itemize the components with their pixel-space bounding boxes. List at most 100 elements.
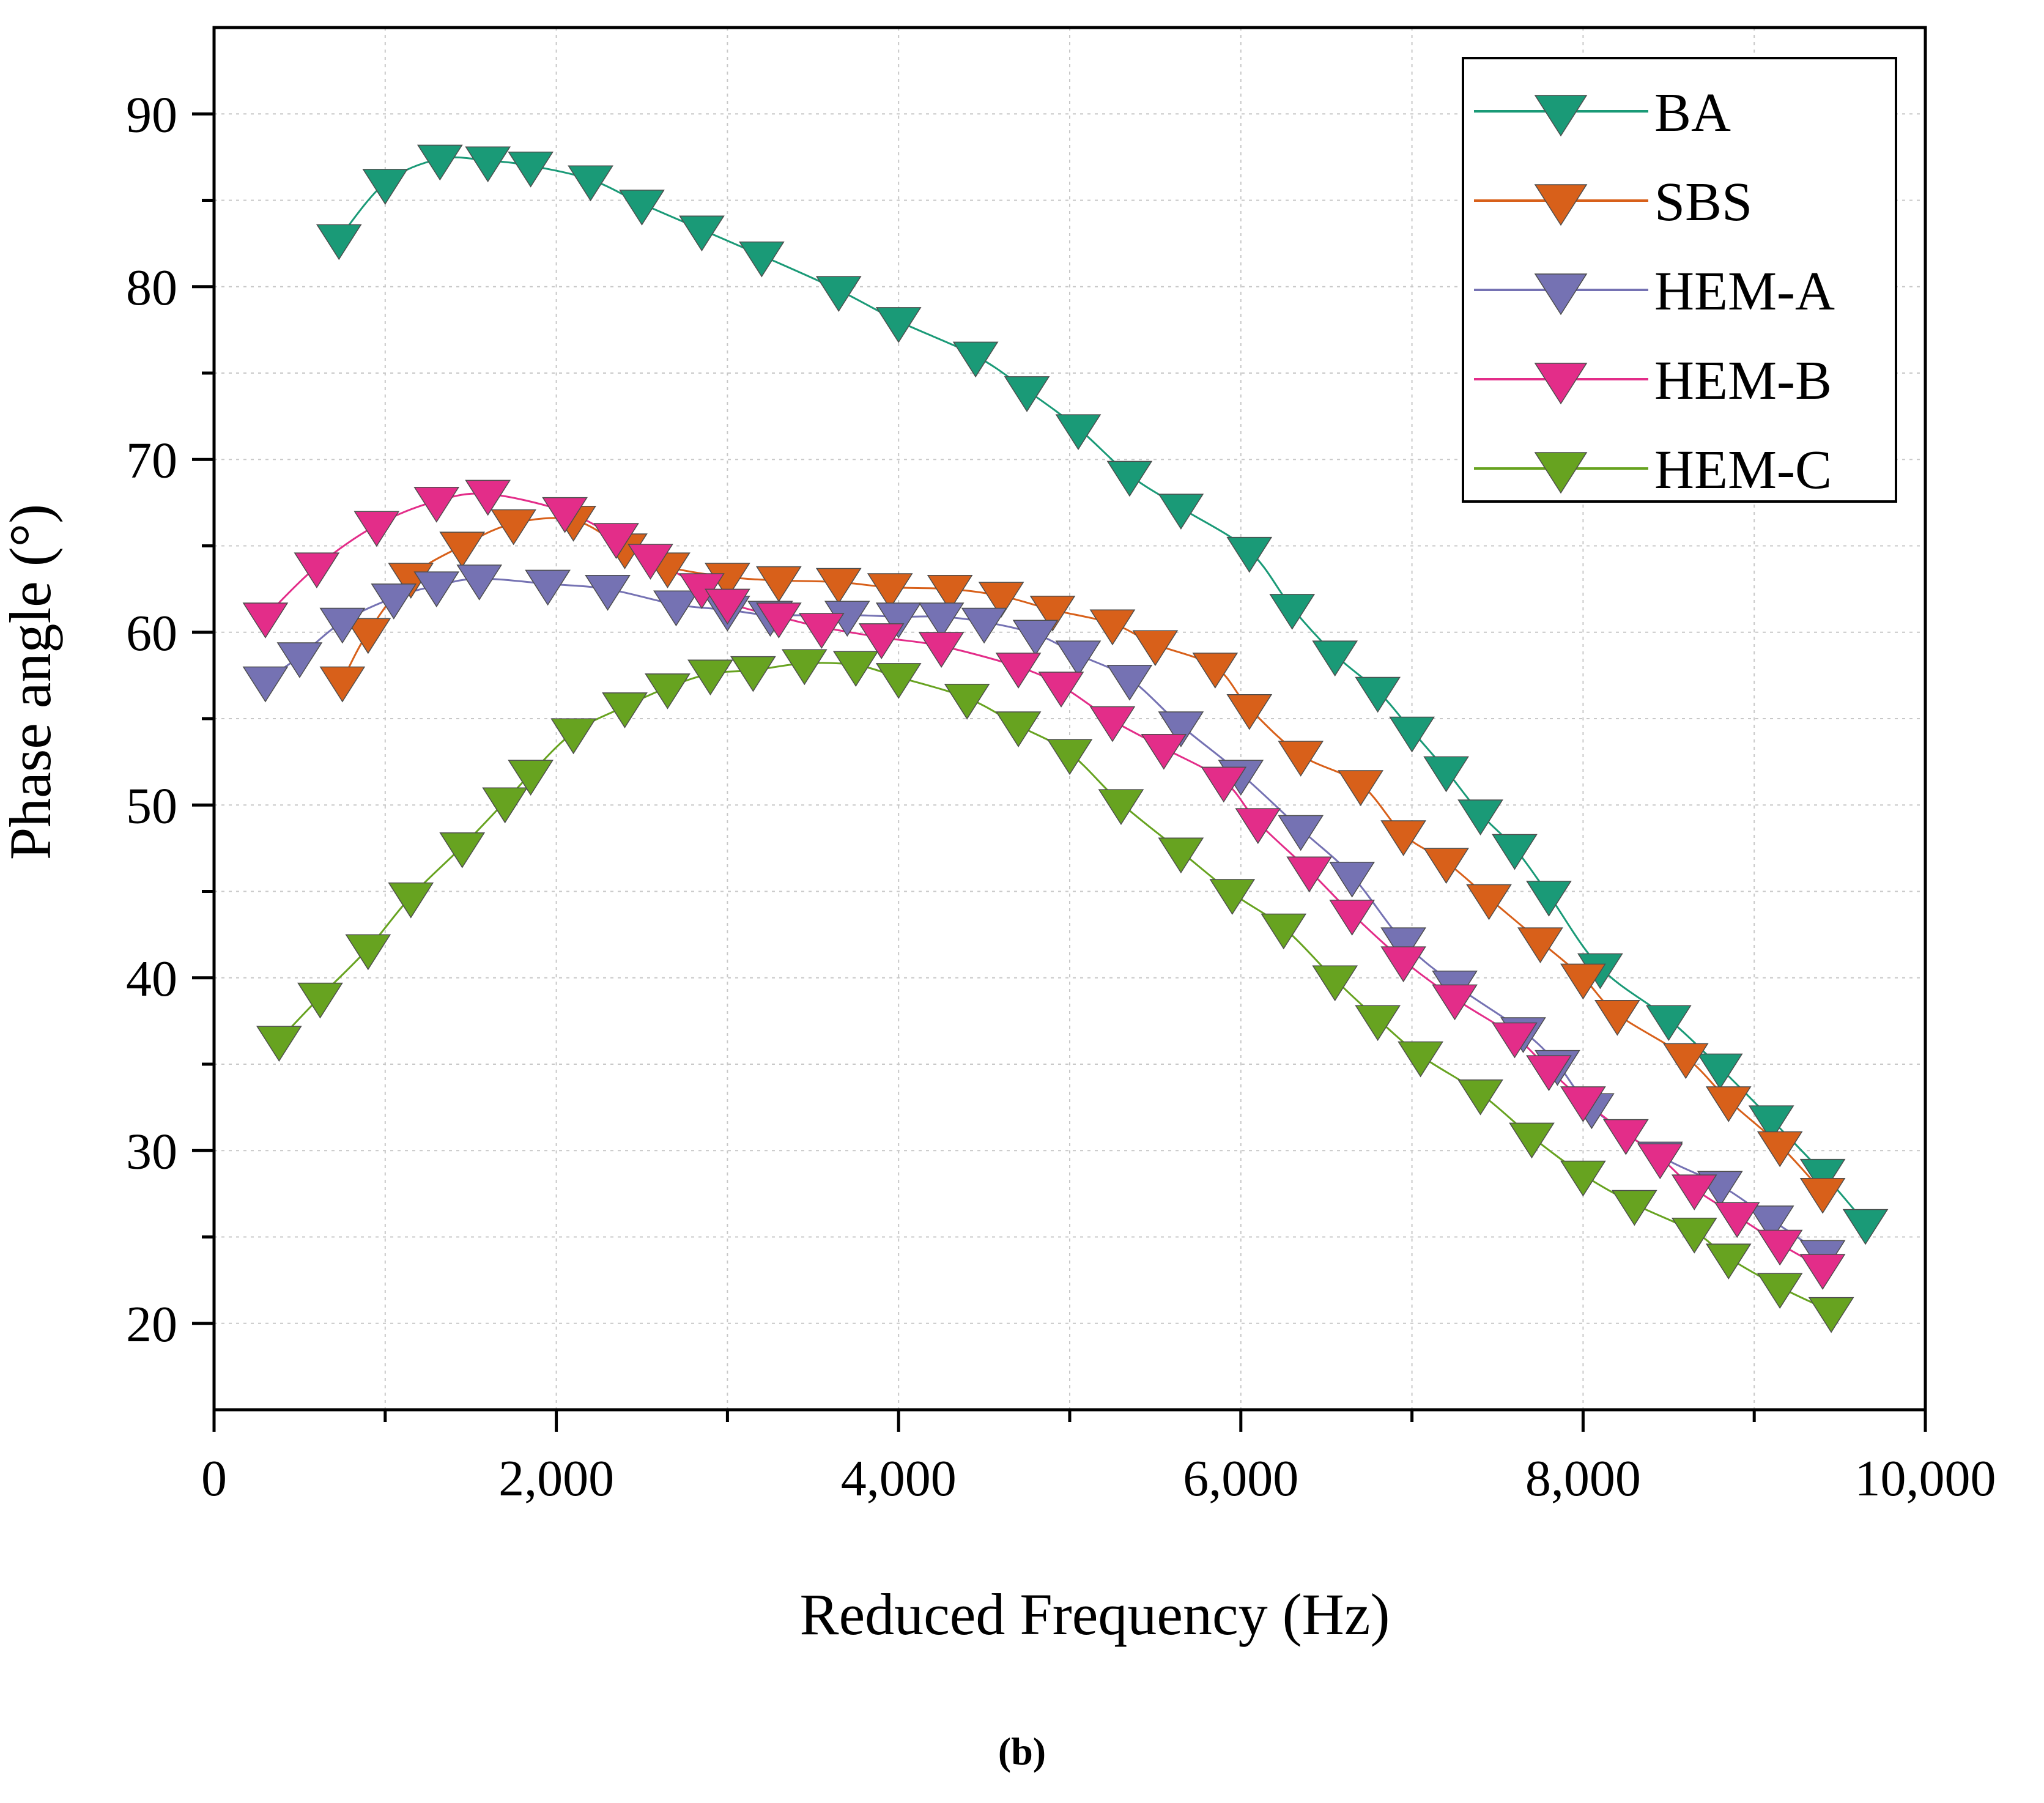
x-tick-label: 4,000 xyxy=(841,1450,957,1507)
y-tick-label: 40 xyxy=(126,950,177,1007)
data-point-hem-b xyxy=(242,602,289,639)
data-point-ba xyxy=(619,190,665,226)
data-point-hem-c xyxy=(1158,837,1204,874)
data-point-hem-c xyxy=(1808,1297,1854,1333)
data-point-hem-b xyxy=(755,602,802,639)
data-point-sbs xyxy=(1380,820,1426,856)
data-point-hem-b xyxy=(1286,856,1333,893)
data-point-hem-b xyxy=(918,632,965,668)
data-point-hem-c xyxy=(297,982,343,1019)
data-point-sbs xyxy=(927,575,973,611)
data-point-ba xyxy=(1842,1209,1889,1245)
data-point-sbs xyxy=(1466,884,1512,920)
legend-label: HEM-C xyxy=(1654,440,1832,500)
data-point-hem-b xyxy=(1235,808,1281,845)
y-tick-label: 50 xyxy=(126,777,177,834)
data-point-hem-a xyxy=(653,590,699,627)
legend-marker xyxy=(1534,363,1588,405)
data-point-hem-c xyxy=(875,663,922,699)
data-point-hem-c xyxy=(1671,1217,1717,1254)
data-point-hem-c xyxy=(1312,965,1358,1002)
data-point-hem-a xyxy=(413,571,460,608)
data-point-hem-c xyxy=(1398,1041,1443,1078)
data-point-ba xyxy=(1355,676,1401,713)
data-point-hem-b xyxy=(465,479,511,516)
x-axis-title: Reduced Frequency (Hz) xyxy=(800,1582,1390,1647)
data-point-ba xyxy=(417,144,463,181)
data-point-hem-c xyxy=(1355,1005,1401,1042)
data-point-hem-c xyxy=(482,787,528,824)
x-tick-label: 8,000 xyxy=(1525,1450,1641,1507)
data-point-hem-b xyxy=(1201,766,1247,803)
data-point-hem-c xyxy=(1261,913,1307,950)
data-point-hem-c xyxy=(1509,1122,1555,1159)
x-tick-label: 6,000 xyxy=(1183,1450,1298,1507)
data-point-sbs xyxy=(1029,595,1076,632)
data-point-hem-c xyxy=(256,1026,302,1062)
data-point-hem-b xyxy=(1038,672,1084,708)
data-point-hem-a xyxy=(319,607,366,644)
series-markers-hem-c xyxy=(256,649,1854,1333)
tick-labels: 0 2,000 4,000 6,000 8,000 10,000 20 30 40 50 60 70 8… xyxy=(126,86,1996,1507)
series-markers-ba xyxy=(316,144,1889,1245)
legend-entry-hem-a: HEM-A xyxy=(1474,261,1835,322)
data-point-hem-c xyxy=(645,673,691,709)
legend-entry-ba: BA xyxy=(1474,83,1731,143)
data-point-ba xyxy=(815,276,862,312)
data-point-hem-c xyxy=(687,659,733,696)
data-point-hem-c xyxy=(944,684,990,720)
x-tick-label: 2,000 xyxy=(498,1450,614,1507)
data-point-hem-b xyxy=(1714,1202,1760,1238)
data-point-hem-c xyxy=(602,692,648,728)
data-point-sbs xyxy=(319,666,366,703)
data-point-sbs xyxy=(1560,963,1606,1000)
axis-ticks xyxy=(192,112,1927,1432)
data-point-ba xyxy=(1799,1158,1846,1195)
data-point-sbs xyxy=(345,618,391,654)
data-point-hem-b xyxy=(1492,1022,1538,1059)
legend-label: HEM-B xyxy=(1654,350,1832,411)
data-point-sbs xyxy=(1799,1177,1846,1214)
data-point-sbs xyxy=(439,531,486,568)
data-point-hem-b xyxy=(542,497,588,533)
data-point-hem-c xyxy=(439,832,486,868)
y-tick-label: 20 xyxy=(126,1296,177,1353)
data-point-ba xyxy=(738,241,785,278)
data-point-hem-b xyxy=(1757,1229,1803,1266)
legend-entry-hem-c: HEM-C xyxy=(1474,440,1832,500)
data-point-hem-b xyxy=(294,552,340,588)
x-tick-label: 10,000 xyxy=(1855,1450,1996,1507)
data-point-ba xyxy=(316,224,362,261)
data-point-ba xyxy=(1158,494,1204,530)
data-point-hem-c xyxy=(730,656,776,692)
data-point-hem-c xyxy=(1209,879,1256,915)
data-point-hem-b xyxy=(1329,900,1376,936)
data-point-hem-c xyxy=(1611,1190,1657,1226)
data-point-ba xyxy=(1226,536,1273,573)
data-point-hem-a xyxy=(875,602,922,639)
series-markers xyxy=(242,144,1889,1333)
data-point-sbs xyxy=(1226,694,1273,730)
data-point-ba xyxy=(1492,834,1538,870)
data-point-sbs xyxy=(867,573,913,609)
data-point-ba xyxy=(362,169,409,205)
data-point-hem-b xyxy=(1141,733,1187,770)
data-point-sbs xyxy=(1192,653,1239,689)
data-point-ba xyxy=(1526,881,1572,917)
data-point-hem-a xyxy=(1278,815,1324,851)
legend-marker xyxy=(1534,452,1588,494)
data-point-hem-b xyxy=(1602,1119,1649,1155)
y-tick-label: 30 xyxy=(126,1123,177,1180)
data-point-sbs xyxy=(1338,770,1384,806)
data-point-hem-c xyxy=(550,718,596,755)
data-point-ba xyxy=(508,151,554,188)
y-axis-title: Phase angle (°) xyxy=(0,504,63,860)
data-point-hem-c xyxy=(832,651,879,687)
data-point-hem-b xyxy=(1560,1086,1606,1122)
data-point-ba xyxy=(1004,376,1050,412)
data-point-hem-b xyxy=(1432,984,1478,1021)
data-point-hem-a xyxy=(1012,620,1059,656)
data-point-hem-b xyxy=(798,613,845,649)
legend-box xyxy=(1462,57,1897,503)
